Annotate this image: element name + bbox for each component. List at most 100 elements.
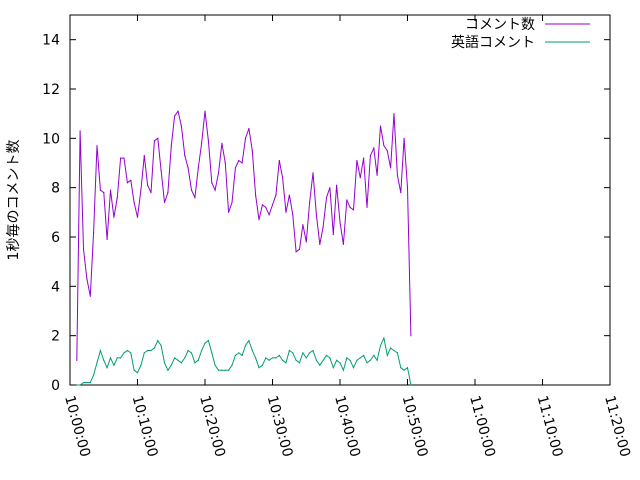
plot-frame <box>69 14 611 386</box>
data-point <box>244 137 247 139</box>
data-point <box>150 349 152 352</box>
data-point <box>295 251 297 253</box>
data-point <box>153 140 155 142</box>
x-tick-label: 10:50:00 <box>399 394 431 459</box>
data-point <box>396 352 398 354</box>
data-point <box>130 352 132 354</box>
data-point <box>322 359 324 361</box>
data-point <box>298 362 301 364</box>
data-point <box>187 167 189 169</box>
data-point <box>184 357 186 359</box>
data-point <box>295 359 297 361</box>
data-point <box>76 384 78 386</box>
data-point <box>228 369 230 371</box>
data-point <box>278 354 280 356</box>
data-point <box>136 372 139 374</box>
y-tick-label: 6 <box>51 230 60 246</box>
data-point <box>82 381 85 384</box>
data-point <box>336 184 338 186</box>
data-point <box>339 221 341 223</box>
data-point <box>163 362 166 364</box>
data-point <box>201 142 203 144</box>
x-tick-label: 11:10:00 <box>534 394 566 459</box>
data-point <box>103 192 105 194</box>
data-point <box>356 159 358 162</box>
data-point <box>99 349 101 352</box>
data-point <box>86 381 88 384</box>
data-point <box>204 110 206 112</box>
data-point <box>309 201 311 204</box>
data-point <box>336 359 338 361</box>
data-point <box>147 349 149 352</box>
y-tick-label: 12 <box>42 82 60 98</box>
data-point <box>312 172 314 174</box>
data-point <box>319 364 321 366</box>
data-point <box>305 241 307 243</box>
y-tick-label: 8 <box>51 181 60 197</box>
x-tick-label: 10:20:00 <box>196 394 228 459</box>
data-point <box>197 167 199 169</box>
data-point <box>89 295 91 297</box>
data-point <box>228 211 230 213</box>
data-point <box>315 359 317 361</box>
data-point <box>271 357 274 359</box>
data-point <box>386 150 388 152</box>
data-point <box>349 206 351 208</box>
data-point <box>376 174 378 176</box>
data-point <box>261 204 263 206</box>
data-point <box>325 196 328 199</box>
y-tick-label: 10 <box>42 131 60 147</box>
data-point <box>265 206 267 208</box>
y-tick-label: 14 <box>42 33 60 49</box>
y-axis-ticks: 0 2 4 6 8 10 12 14 <box>42 33 610 394</box>
data-point <box>325 354 328 356</box>
data-point <box>136 216 139 218</box>
data-point <box>403 369 405 371</box>
data-point <box>160 344 162 347</box>
data-point <box>113 364 115 366</box>
data-point <box>190 189 193 191</box>
data-point <box>400 367 402 369</box>
data-point <box>292 214 294 216</box>
data-point <box>150 192 152 194</box>
legend-label: 英語コメント <box>451 34 535 51</box>
series-layer <box>76 109 412 386</box>
data-point <box>393 349 395 352</box>
data-point <box>180 125 182 127</box>
data-point <box>201 349 203 352</box>
y-tick-label: 4 <box>51 279 60 295</box>
data-point <box>319 243 321 245</box>
x-tick-label: 10:10:00 <box>129 394 161 459</box>
data-point <box>79 384 81 386</box>
data-point <box>278 159 280 162</box>
data-point <box>109 357 112 359</box>
data-point <box>241 162 243 164</box>
data-point <box>106 238 108 241</box>
data-point <box>383 337 385 339</box>
data-point <box>302 352 304 354</box>
data-point <box>298 248 301 250</box>
data-point <box>363 354 365 356</box>
data-point <box>329 187 331 189</box>
data-point <box>305 357 307 359</box>
data-point <box>211 352 213 354</box>
data-point <box>238 159 240 162</box>
data-point <box>346 357 348 359</box>
data-point <box>248 340 250 342</box>
data-point <box>221 142 223 144</box>
data-point <box>373 354 375 356</box>
data-point <box>160 169 162 171</box>
data-point <box>231 364 233 366</box>
data-point <box>282 359 284 361</box>
data-point <box>86 278 88 280</box>
data-point <box>379 125 382 127</box>
data-point <box>238 352 240 354</box>
data-point <box>153 347 155 349</box>
data-point <box>82 248 85 250</box>
data-point <box>366 362 368 364</box>
data-point <box>170 364 172 366</box>
data-point <box>224 162 226 164</box>
data-point <box>109 189 112 191</box>
data-point <box>157 137 159 139</box>
